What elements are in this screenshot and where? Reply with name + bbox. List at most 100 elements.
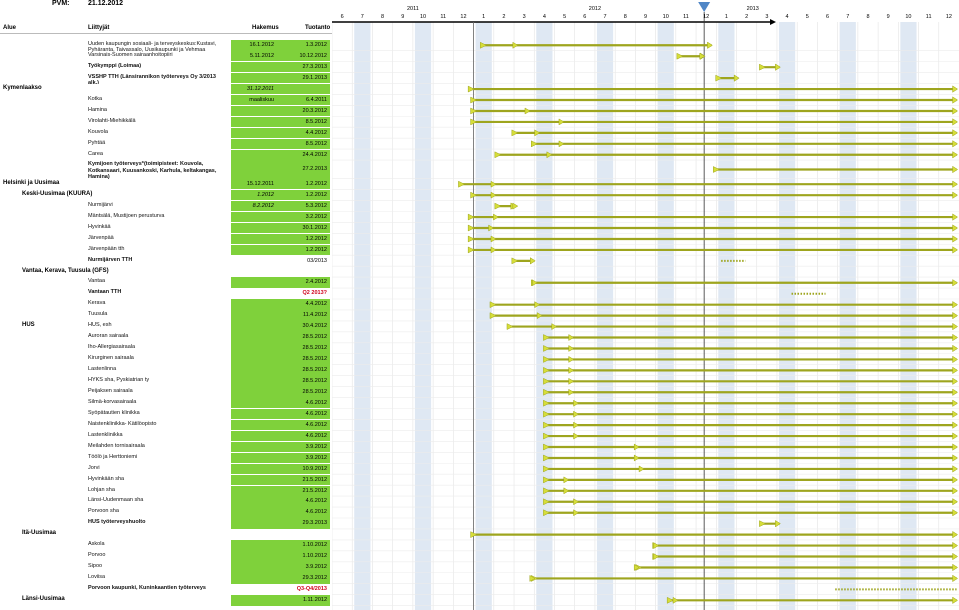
organization-name: Peijaksen sairaala [88, 387, 133, 394]
region-label: Kymenlaakso [3, 84, 42, 91]
table-row: Vantaa, Kerava, Tuusula (GFS) [0, 267, 332, 278]
production-date: 3.9.2012 [278, 452, 330, 464]
production-date: 29.3.2012 [278, 573, 330, 584]
production-date: 3.2.2012 [278, 211, 330, 223]
application-date [231, 127, 278, 139]
production-date: 4.6.2012 [278, 496, 330, 508]
bar-end-arrow [952, 107, 959, 115]
application-date [231, 573, 278, 584]
application-date: 8.2.2012 [231, 200, 278, 212]
application-date [231, 540, 278, 551]
application-date [231, 310, 278, 321]
column-header-tuotanto: Tuotanto [305, 25, 331, 31]
timeline-axis-arrowhead [770, 19, 776, 25]
application-date [231, 551, 278, 562]
bar-end-arrow [952, 410, 959, 418]
production-start-marker [490, 191, 497, 199]
bar-start-arrow [543, 454, 550, 462]
table-row: Länsi-Uusimaa 1.11.2012 [0, 595, 332, 606]
pvm-date: 21.12.2012 [88, 0, 124, 7]
month-tick-label: 6 [583, 14, 586, 20]
table-row: Järvenpää 1.2.2012 [0, 233, 332, 245]
organization-name: VSSHP TTH (Länsirannikon työterveys Oy 3… [88, 73, 216, 85]
month-tick-label: 6 [826, 14, 829, 20]
bar-start-arrow [470, 191, 478, 199]
application-date: maaliskuu [231, 94, 278, 106]
application-date [231, 507, 278, 518]
table-row: Porvoon kaupunki, Kuninkaantien työterve… [0, 584, 332, 595]
organization-name: Porvoo [88, 552, 106, 559]
bar-end-arrow [775, 63, 781, 71]
production-date: 1.2.2012 [278, 178, 330, 190]
month-tick-label: 11 [683, 14, 689, 20]
production-start-marker [672, 596, 679, 604]
month-tick-label: 7 [361, 14, 364, 20]
production-start-marker [512, 41, 519, 49]
production-date: 8.5.2012 [278, 138, 330, 150]
bar-end-arrow [952, 191, 959, 199]
production-date: 24.4.2012 [278, 149, 330, 161]
organization-name: Uuden kaupungin sosiaali- ja terveyskesk… [88, 41, 217, 52]
rollout-table: Uuden kaupungin sosiaali- ja terveyskesk… [0, 0, 332, 610]
table-row: Porvoon sha 4.6.2012 [0, 507, 332, 518]
month-tick-label: 1 [482, 14, 485, 20]
bar-end-arrow [952, 322, 959, 331]
organization-name: Töölö ja Herttoniemi [88, 453, 138, 460]
bar-end-arrow [775, 520, 781, 528]
application-date [231, 518, 278, 529]
application-date: 1.2012 [231, 189, 278, 201]
production-date: 4.6.2012 [278, 419, 330, 431]
organization-name: Carea [88, 150, 103, 157]
region-label: Keski-Uusimaa (KUURA) [22, 190, 93, 197]
month-tick-label: 10 [663, 14, 669, 20]
bar-start-arrow [489, 301, 497, 309]
production-start-marker [532, 279, 538, 287]
production-date: 6.4.2011 [278, 94, 330, 106]
organization-name: Porvoon kaupunki, Kuninkaantien työterve… [88, 585, 206, 592]
production-start-marker [490, 180, 497, 188]
bar-start-arrow [543, 410, 550, 418]
application-date [231, 222, 278, 234]
production-date: 28.5.2012 [278, 376, 330, 387]
organization-name: Mäntsälä, Mustijoen perusturva [88, 212, 165, 219]
month-tick-label: 5 [806, 14, 809, 20]
production-start-marker [633, 454, 640, 462]
bar-start-arrow [666, 596, 674, 604]
table-row: Loviisa 29.3.2012 [0, 573, 332, 584]
application-date [231, 321, 278, 332]
bar-end-arrow [952, 224, 959, 232]
production-start-marker [573, 421, 580, 429]
bar-end-arrow [952, 333, 959, 342]
production-date [278, 529, 330, 540]
bar-start-arrow [543, 377, 550, 385]
organization-name: Lastenlinna [88, 366, 117, 373]
bar-end-arrow [952, 509, 959, 517]
application-date [231, 529, 278, 540]
bar-end-arrow [952, 399, 959, 407]
production-date: 30.1.2012 [278, 222, 330, 234]
table-row: Kerava 4.4.2012 [0, 299, 332, 310]
application-date [231, 474, 278, 486]
production-date: 28.5.2012 [278, 386, 330, 398]
production-date: 1.10.2012 [278, 551, 330, 562]
table-row: Kirurginen sairaala 28.5.2012 [0, 354, 332, 365]
organization-name: Syöpätautien klinikka [88, 409, 140, 416]
table-row: Lohjan sha 21.5.2012 [0, 485, 332, 497]
column-header-alue: Alue [3, 25, 17, 31]
bar-start-arrow [489, 312, 497, 320]
bar-end-arrow [952, 151, 959, 159]
month-shade-column [354, 22, 371, 610]
table-row: HUS työterveyshuolto 29.3.2013 [0, 518, 332, 529]
table-row: Nurmijärvi 8.2.2012 5.3.2012 [0, 200, 332, 212]
application-date [231, 408, 278, 420]
production-date: 10.9.2012 [278, 463, 330, 475]
production-date: 10.12.2012 [278, 50, 330, 62]
application-date: 5.11.2012 [231, 50, 278, 62]
production-start-marker [638, 465, 645, 473]
month-tick-label: 2 [745, 14, 748, 20]
table-row: HYKS sha, Pyskiatrian ty 28.5.2012 [0, 376, 332, 387]
organization-name: HUS työterveyshuolto [88, 519, 146, 526]
application-date [231, 595, 278, 606]
table-row: Keski-Uusimaa (KUURA) 1.2012 1.2.2012 [0, 189, 332, 201]
